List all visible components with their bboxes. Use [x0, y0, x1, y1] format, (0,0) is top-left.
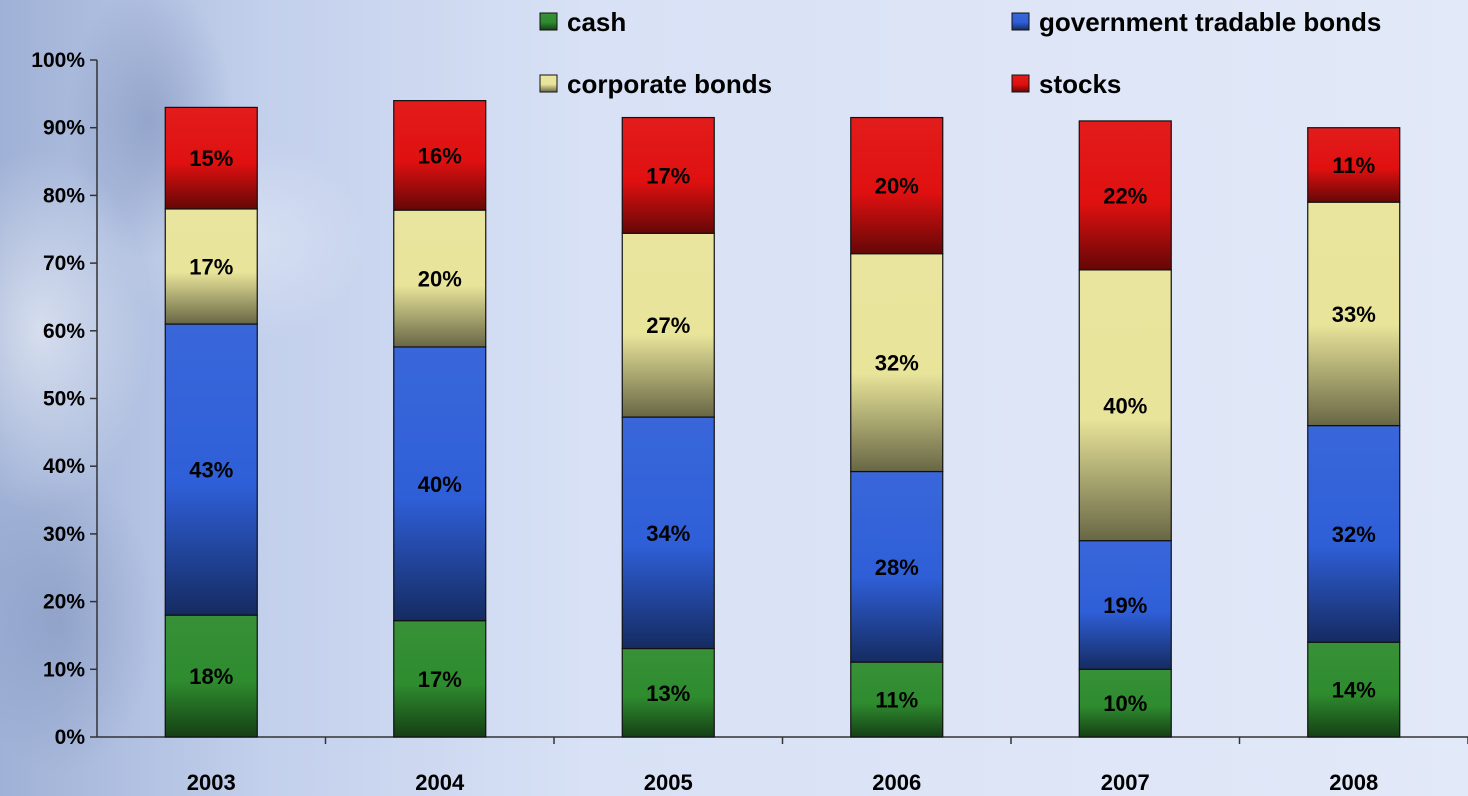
- bar-segment-stocks-2004: [393, 100, 487, 211]
- bar-segment-government-tradable-bonds-2008: [1307, 424, 1401, 643]
- y-tick-label: 90%: [43, 117, 85, 140]
- bar-segment-stocks-2008: [1307, 127, 1401, 203]
- bar-segment-stocks-2007: [1078, 120, 1172, 271]
- legend-label: cash: [567, 7, 626, 37]
- bar-segment-government-tradable-bonds-2006: [850, 470, 944, 663]
- data-label: 18%: [189, 664, 233, 689]
- y-tick-label: 20%: [43, 591, 85, 614]
- y-tick-label: 0%: [55, 726, 86, 749]
- bar-segment-cash-2008: [1307, 641, 1401, 738]
- data-label: 28%: [875, 555, 919, 580]
- bar-segment-government-tradable-bonds-2004: [393, 346, 487, 622]
- data-label: 33%: [1332, 302, 1376, 327]
- bar-segment-corporate-bonds-2006: [850, 253, 944, 473]
- x-category-label: 2005: [644, 770, 693, 795]
- data-label: 19%: [1103, 593, 1147, 618]
- data-label: 40%: [1103, 393, 1147, 418]
- legend-swatch-corporate-bonds: [539, 74, 558, 93]
- x-axis: 2003 2004 2005 2006 2007 2008: [97, 736, 1468, 795]
- bars: [164, 100, 1401, 738]
- data-label: 17%: [189, 254, 233, 279]
- bar-segment-stocks-2003: [164, 106, 258, 210]
- data-label: 15%: [189, 146, 233, 171]
- data-label: 14%: [1332, 678, 1376, 703]
- y-tick-label: 30%: [43, 523, 85, 546]
- x-category-label: 2003: [187, 770, 236, 795]
- x-category-label: 2004: [415, 770, 465, 795]
- data-label: 11%: [875, 688, 918, 713]
- y-tick-label: 50%: [43, 388, 85, 411]
- data-label: 22%: [1103, 183, 1147, 208]
- data-label: 16%: [418, 143, 462, 168]
- bar-segment-corporate-bonds-2008: [1307, 201, 1401, 427]
- x-category-label: 2008: [1329, 770, 1378, 795]
- data-labels: 18% 43% 17% 15% 17% 40% 20% 16% 13% 34% 27% 17% 11% 2…: [189, 143, 1376, 716]
- y-tick-label: 70%: [43, 252, 85, 275]
- y-tick-label: 10%: [43, 658, 85, 681]
- data-label: 32%: [875, 351, 919, 376]
- bar-segment-cash-2004: [393, 620, 487, 738]
- bar-segment-cash-2003: [164, 614, 258, 738]
- legend-swatch-cash: [539, 12, 558, 31]
- y-tick-label: 80%: [43, 184, 85, 207]
- bar-segment-corporate-bonds-2007: [1078, 269, 1172, 542]
- y-tick-label: 100%: [31, 49, 85, 72]
- data-label: 17%: [418, 667, 462, 692]
- data-label: 10%: [1103, 691, 1147, 716]
- data-label: 20%: [875, 174, 919, 199]
- bar-segment-stocks-2005: [621, 116, 715, 234]
- data-label: 11%: [1332, 153, 1375, 178]
- bar-segment-government-tradable-bonds-2005: [621, 416, 715, 650]
- bar-segment-cash-2007: [1078, 668, 1172, 738]
- data-label: 43%: [189, 458, 233, 483]
- y-axis: 0% 10% 20% 30% 40% 50% 60% 70% 80% 90% 100%: [31, 49, 98, 749]
- y-tick-label: 40%: [43, 455, 85, 478]
- legend-label: government tradable bonds: [1039, 7, 1381, 37]
- bar-segment-corporate-bonds-2004: [393, 209, 487, 348]
- data-label: 27%: [646, 313, 690, 338]
- bar-segment-government-tradable-bonds-2007: [1078, 540, 1172, 670]
- data-label: 40%: [418, 472, 462, 497]
- bar-segment-stocks-2006: [850, 116, 944, 255]
- data-label: 34%: [646, 521, 690, 546]
- x-category-label: 2006: [872, 770, 921, 795]
- data-label: 32%: [1332, 522, 1376, 547]
- legend-label: stocks: [1039, 69, 1121, 99]
- bar-segment-cash-2005: [621, 647, 715, 738]
- data-label: 17%: [646, 163, 690, 188]
- legend-swatch-stocks: [1011, 74, 1030, 93]
- bar-segment-government-tradable-bonds-2003: [164, 323, 258, 616]
- data-label: 20%: [418, 267, 462, 292]
- data-label: 13%: [646, 681, 690, 706]
- legend: cash government tradable bonds corporate b…: [539, 7, 1381, 99]
- legend-swatch-government-tradable-bonds: [1011, 12, 1030, 31]
- y-tick-label: 60%: [43, 320, 85, 343]
- x-category-label: 2007: [1101, 770, 1150, 795]
- legend-label: corporate bonds: [567, 69, 772, 99]
